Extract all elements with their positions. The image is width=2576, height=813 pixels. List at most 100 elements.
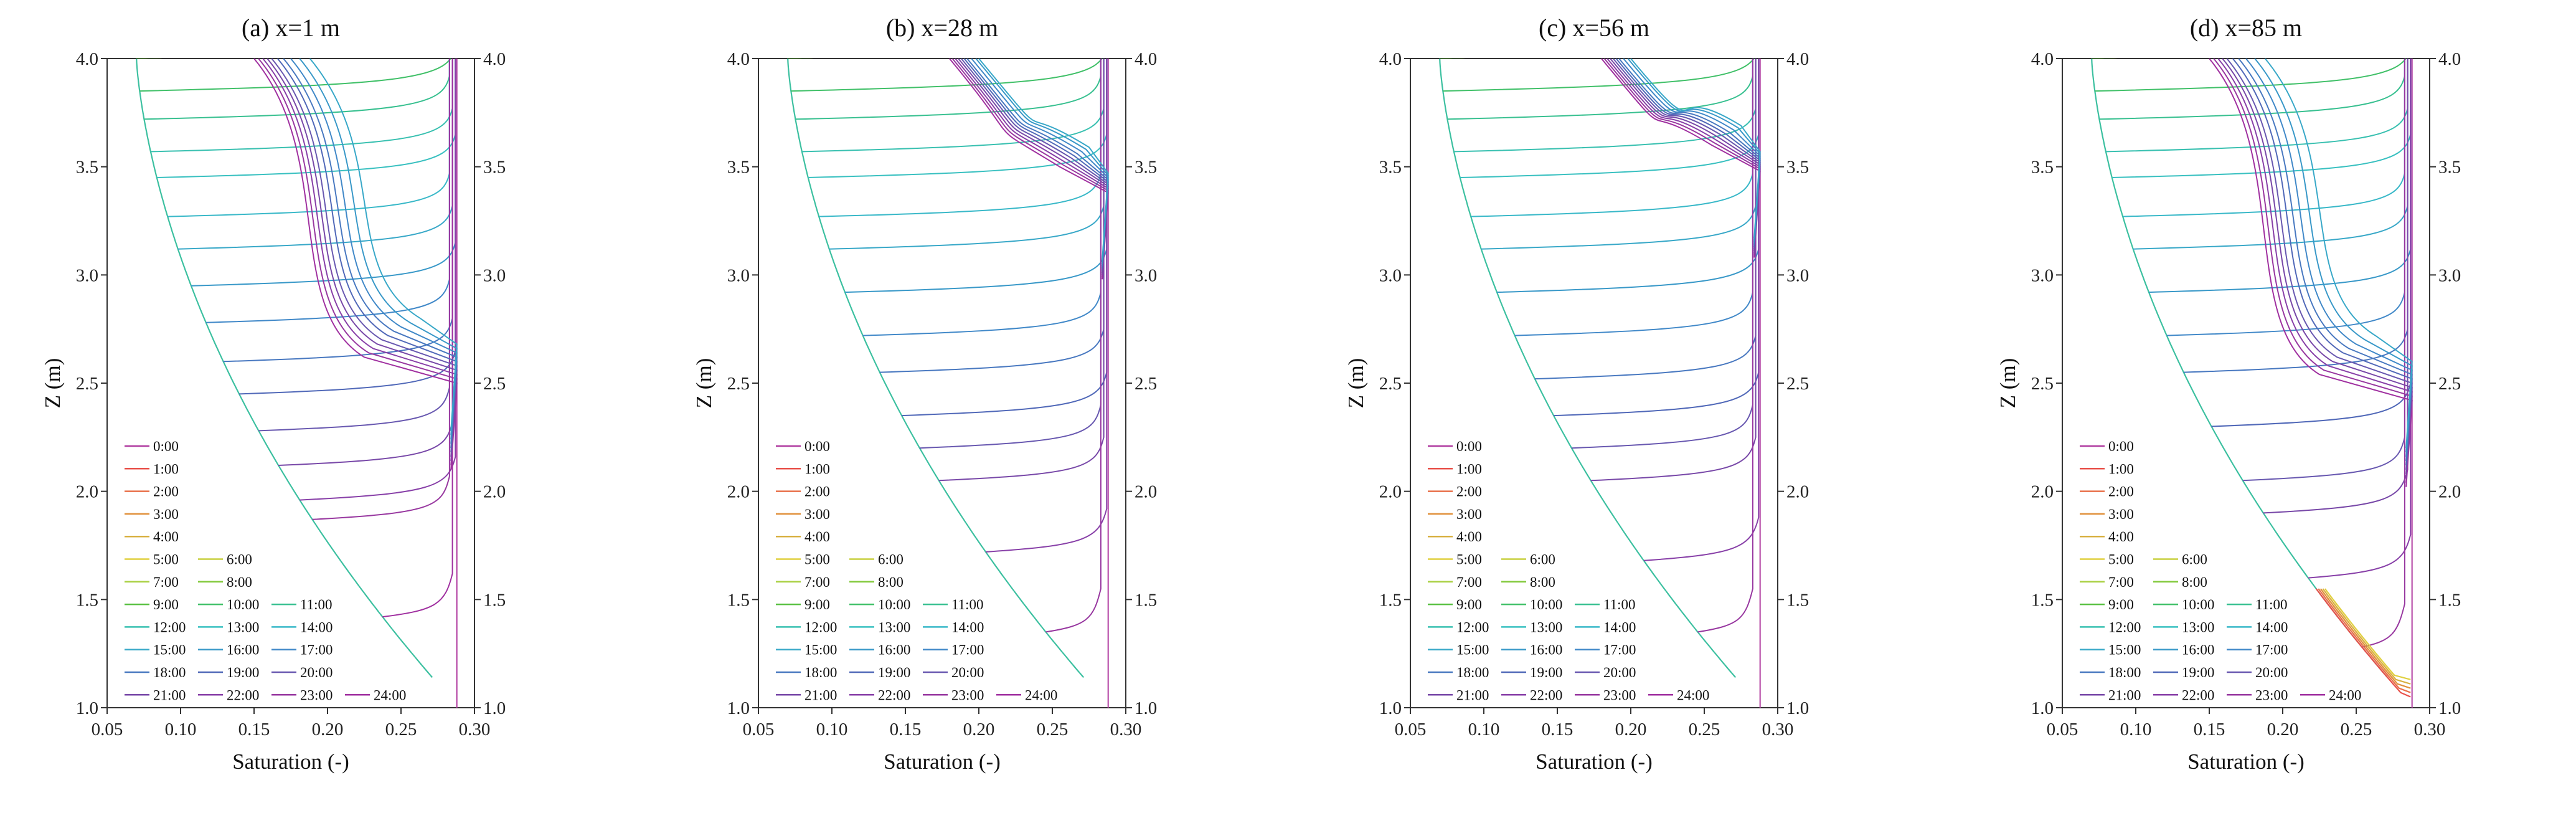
y-tick-label-left: 4.0 — [76, 49, 98, 69]
series-line — [955, 59, 1109, 275]
legend-label: 11:00 — [300, 597, 333, 612]
series-line — [1481, 59, 1757, 250]
series-line — [2217, 59, 2413, 478]
series-group — [2091, 59, 2413, 708]
x-tick-label: 0.10 — [1468, 720, 1500, 739]
legend-label: 3:00 — [804, 506, 830, 522]
panel-d: (d) x=85 m 0.05 0.10 0.15 0.20 0.25 0.30 1.0 1.… — [1996, 14, 2461, 774]
legend-label: 18:00 — [2108, 665, 2141, 680]
series-line — [2226, 59, 2413, 470]
y-tick-label-left: 2.5 — [1379, 374, 1402, 394]
x-tick-label: 0.20 — [1615, 720, 1647, 739]
legend-label: 21:00 — [804, 687, 837, 703]
y-tick-label-left: 1.5 — [1379, 590, 1402, 610]
series-line — [2238, 59, 2413, 462]
series-line — [278, 59, 453, 466]
legend-label: 15:00 — [804, 642, 837, 658]
y-tick-label-right: 2.0 — [1786, 482, 1809, 502]
legend-label: 5:00 — [1456, 552, 1482, 568]
legend-label: 16:00 — [227, 642, 259, 658]
y-tick-label-left: 3.5 — [76, 158, 98, 178]
panel-title: (b) x=28 m — [886, 14, 998, 42]
legend-label: 12:00 — [153, 619, 186, 635]
y-tick-label-right: 1.5 — [483, 590, 506, 610]
y-tick-label-left: 2.0 — [727, 482, 750, 502]
series-line — [2166, 59, 2405, 336]
legend-label: 7:00 — [153, 574, 179, 590]
legend-label: 24:00 — [374, 687, 406, 703]
legend-label: 24:00 — [2329, 687, 2361, 703]
legend-label: 23:00 — [300, 687, 333, 703]
legend-label: 16:00 — [1530, 642, 1562, 658]
plot-area: 0.05 0.10 0.15 0.20 0.25 0.30 1.0 1.0 1.5 1.5 2.0 2… — [1996, 49, 2461, 774]
series-group — [1439, 59, 1761, 708]
legend-label: 9:00 — [804, 597, 830, 612]
x-tick-label: 0.30 — [1110, 720, 1142, 739]
legend-label: 10:00 — [878, 597, 910, 612]
y-tick-label-right: 1.5 — [1135, 590, 1157, 610]
legend-label: 14:00 — [300, 619, 333, 635]
legend-label: 21:00 — [1456, 687, 1489, 703]
legend-label: 19:00 — [227, 665, 259, 680]
legend-label: 6:00 — [227, 552, 252, 568]
x-tick-label: 0.10 — [816, 720, 848, 739]
panel-title: (a) x=1 m — [242, 14, 340, 42]
series-line — [2095, 59, 2412, 92]
legend-label: 14:00 — [2255, 619, 2288, 635]
series-line — [1630, 59, 1761, 239]
series-line — [177, 59, 453, 250]
legend-label: 17:00 — [2255, 642, 2288, 658]
legend-label: 18:00 — [153, 665, 186, 680]
y-tick-label-right: 3.5 — [1786, 158, 1809, 178]
x-tick-label: 0.15 — [1542, 720, 1573, 739]
series-line — [2222, 59, 2413, 474]
y-tick-label-right: 2.5 — [483, 374, 506, 394]
series-line — [1697, 59, 1753, 633]
legend-label: 19:00 — [1530, 665, 1562, 680]
series-line — [2264, 59, 2413, 449]
legend-label: 5:00 — [804, 552, 830, 568]
series-line — [1627, 59, 1761, 240]
legend-label: 9:00 — [2108, 597, 2134, 612]
panel-b: (b) x=28 m 0.05 0.10 0.15 0.20 0.25 0.30 1.0 1.… — [692, 14, 1157, 774]
legend-label: 22:00 — [2182, 687, 2214, 703]
legend-label: 18:00 — [804, 665, 837, 680]
legend-label: 17:00 — [300, 642, 333, 658]
y-axis-label: Z (m) — [1996, 358, 2020, 409]
series-line — [2315, 588, 2411, 698]
legend-label: 20:00 — [300, 665, 333, 680]
legend-label: 4:00 — [2108, 529, 2134, 544]
legend-label: 2:00 — [804, 484, 830, 500]
x-tick-label: 0.10 — [2120, 720, 2152, 739]
legend-label: 0:00 — [1456, 439, 1482, 454]
series-line — [2209, 59, 2413, 487]
y-tick-label-left: 2.5 — [727, 374, 750, 394]
series-line — [2232, 59, 2413, 466]
series-line — [277, 59, 458, 449]
legend-label: 3:00 — [1456, 506, 1482, 522]
plot-area: 0.05 0.10 0.15 0.20 0.25 0.30 1.0 1.0 1.5 1.5 2.0 2… — [692, 49, 1157, 774]
series-line — [2099, 59, 2405, 120]
series-line — [1610, 59, 1761, 252]
y-tick-label-left: 4.0 — [1379, 49, 1402, 69]
x-axis-label: Saturation (-) — [232, 749, 349, 774]
legend-label: 19:00 — [878, 665, 910, 680]
legend-label: 6:00 — [1530, 552, 1555, 568]
series-line — [862, 59, 1102, 336]
series-line — [205, 59, 450, 323]
panel-title: (d) x=85 m — [2190, 14, 2302, 42]
legend-label: 4:00 — [1456, 529, 1482, 544]
series-line — [2324, 588, 2411, 680]
series-line — [312, 59, 450, 520]
y-tick-label-right: 4.0 — [1786, 49, 1809, 69]
series-line — [2123, 59, 2405, 217]
series-group — [136, 59, 458, 708]
legend-label: 6:00 — [2182, 552, 2207, 568]
series-line — [1606, 59, 1761, 254]
series-line — [1590, 59, 1757, 482]
y-tick-label-right: 3.0 — [2438, 265, 2461, 285]
legend-label: 8:00 — [878, 574, 903, 590]
legend: 0:00 1:00 2:00 3:00 4:00 5:00 6:00 7:00 8:00 9:00… — [1428, 439, 1709, 703]
envelope-curve — [1439, 59, 1737, 678]
series-line — [975, 59, 1109, 262]
